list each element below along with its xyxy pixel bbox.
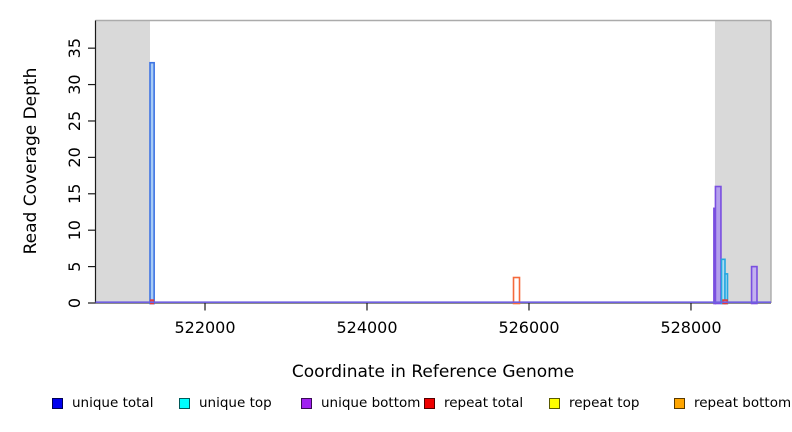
x-tick-label: 528000 [660, 318, 721, 337]
legend-swatch-icon [424, 397, 435, 409]
y-tick-label: 0 [65, 298, 84, 308]
bar-unique-bottom [750, 265, 758, 305]
x-tick-label: 522000 [174, 318, 235, 337]
legend-label: repeat top [569, 395, 640, 411]
legend-swatch-icon [549, 397, 560, 409]
legend-label: unique bottom [321, 395, 421, 411]
x-tick-label: 524000 [336, 318, 397, 337]
y-tick-label: 30 [65, 74, 84, 94]
legend-item-unique-bottom: unique bottom [301, 392, 420, 414]
y-tick-label: 10 [65, 220, 84, 240]
y-tick-label: 15 [65, 184, 84, 204]
legend-item-unique-top: unique top [179, 392, 272, 414]
y-tick-label: 5 [65, 262, 84, 272]
legend-swatch-icon [301, 397, 312, 409]
legend-label: repeat bottom [694, 395, 792, 411]
legend-label: unique top [199, 395, 272, 411]
legend-label: unique total [72, 395, 154, 411]
legend-swatch-icon [52, 397, 63, 409]
x-axis-title: Coordinate in Reference Genome [292, 362, 574, 382]
legend-item-repeat-total: repeat total [424, 392, 523, 414]
legend-label: repeat total [444, 395, 524, 411]
bar-unique-bottom [714, 185, 722, 305]
legend: unique total unique top unique bottom repea… [0, 392, 792, 418]
legend-swatch-icon [674, 397, 685, 409]
y-tick-label: 25 [65, 111, 84, 131]
x-tick-label: 526000 [498, 318, 559, 337]
legend-item-unique-total: unique total [52, 392, 153, 414]
y-axis-title: Read Coverage Depth [21, 68, 41, 255]
legend-item-repeat-bottom: repeat bottom [674, 392, 791, 414]
legend-item-repeat-top: repeat top [549, 392, 639, 414]
y-tick-label: 35 [65, 38, 84, 58]
shaded-region-masked-right [714, 20, 771, 303]
shaded-region-masked-left [95, 20, 151, 303]
bar-unique-top [724, 273, 729, 305]
legend-swatch-icon [179, 397, 190, 409]
bar-repeat-bottom [512, 276, 521, 305]
y-tick-label: 20 [65, 147, 84, 167]
bar-unique-total [149, 61, 155, 305]
